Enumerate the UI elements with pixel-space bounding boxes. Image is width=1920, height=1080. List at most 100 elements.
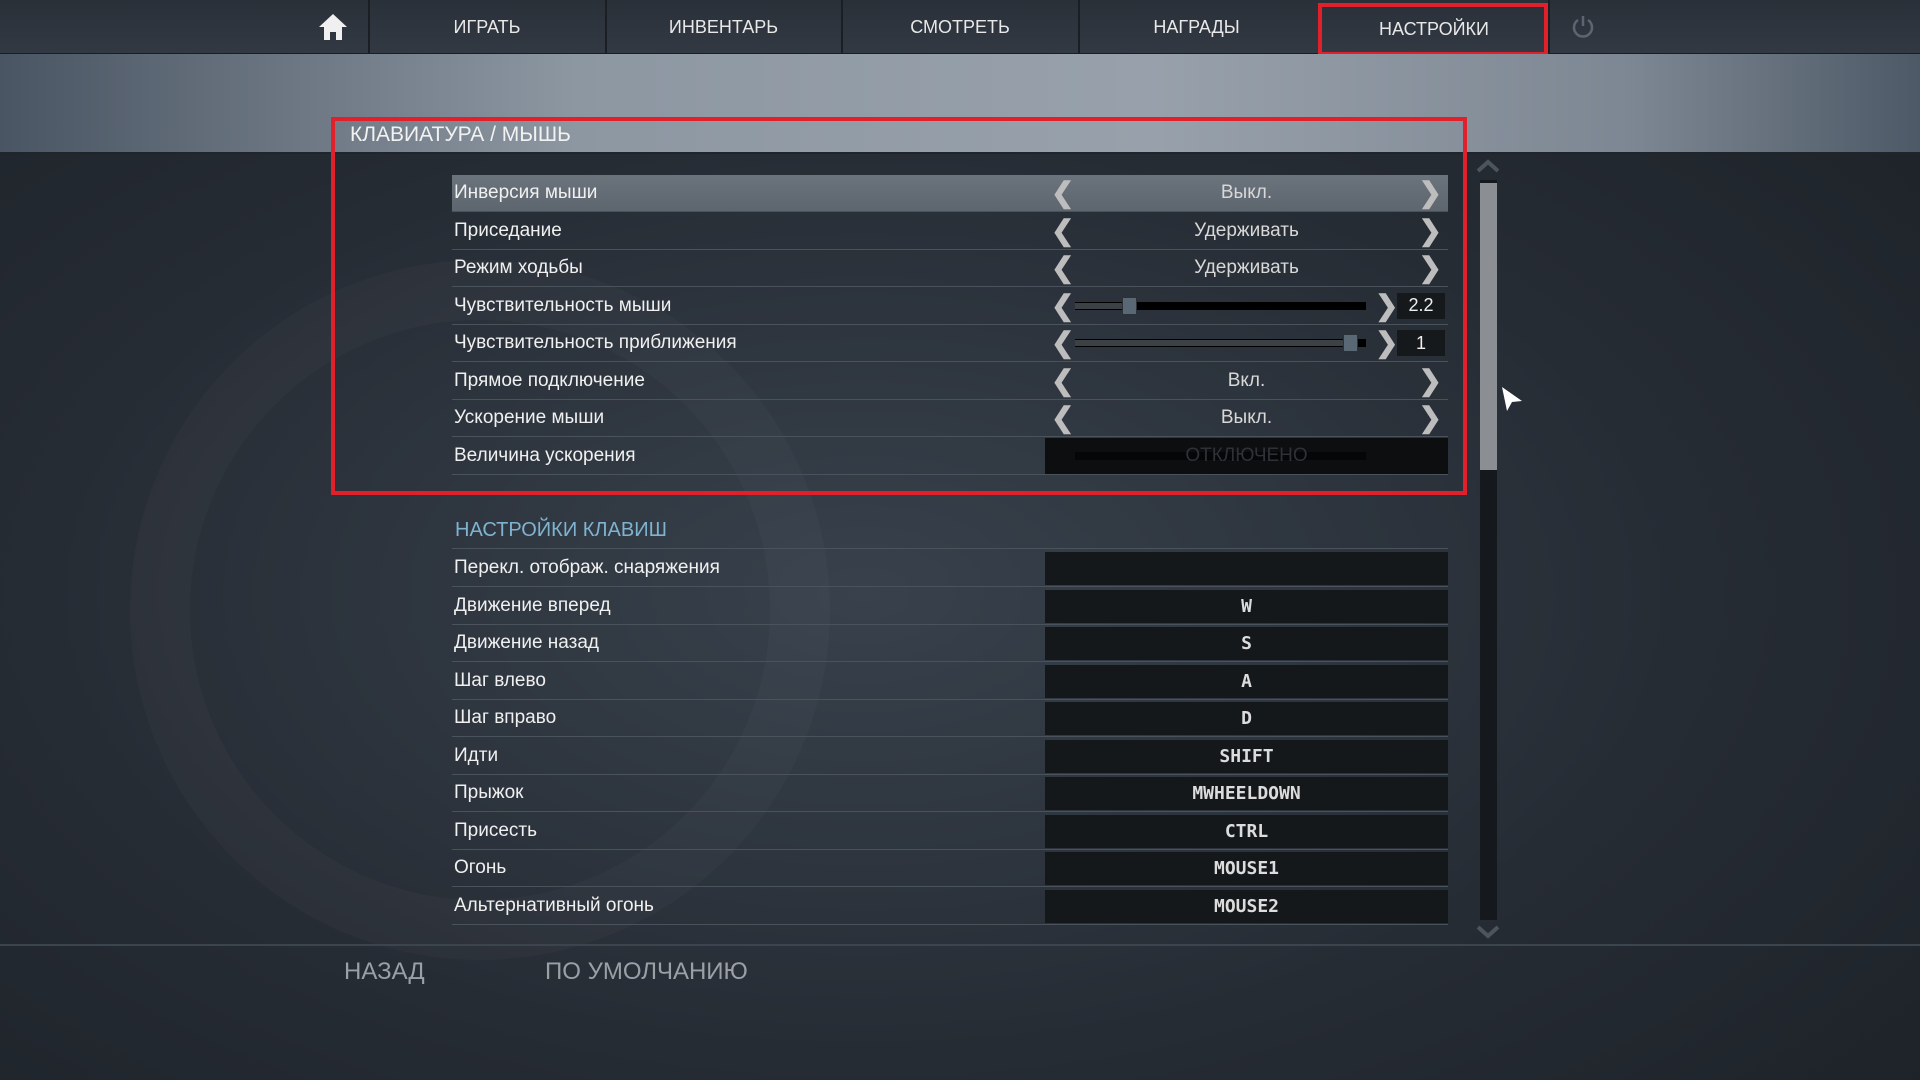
keybind-label: Огонь xyxy=(454,857,507,878)
chevron-left-icon[interactable]: ❮ xyxy=(1051,252,1075,283)
keybind-row[interactable]: Шаг вправо D xyxy=(452,700,1448,737)
setting-value-control[interactable]: ❮ Удерживать ❯ xyxy=(1045,213,1448,249)
slider-knob[interactable] xyxy=(1121,296,1137,315)
chevron-left-icon[interactable]: ❮ xyxy=(1051,402,1075,433)
setting-row[interactable]: Приседание ❮ Удерживать ❯ xyxy=(452,213,1448,250)
keybind-row[interactable]: Шаг влево A xyxy=(452,663,1448,700)
chevron-up-icon xyxy=(1476,159,1500,173)
setting-row[interactable]: Режим ходьбы ❮ Удерживать ❯ xyxy=(452,250,1448,287)
slider-track[interactable] xyxy=(1075,334,1366,352)
setting-row[interactable]: Ускорение мыши ❮ Выкл. ❯ xyxy=(452,400,1448,437)
keybind-row[interactable]: Перекл. отображ. снаряжения xyxy=(452,550,1448,587)
setting-value-control[interactable]: ❮ Выкл. ❯ xyxy=(1045,400,1448,436)
setting-label: Чувствительность мыши xyxy=(454,294,672,316)
slider-fill xyxy=(1075,302,1125,309)
keybind-label: Шаг вправо xyxy=(454,707,557,728)
slider-value[interactable]: 1 xyxy=(1397,330,1445,356)
keybind-row[interactable]: Движение вперед W xyxy=(452,588,1448,625)
setting-value-control[interactable]: ОТКЛЮЧЕНО xyxy=(1045,437,1448,474)
tab-0[interactable]: ИГРАТЬ xyxy=(368,0,604,54)
tab-1[interactable]: ИНВЕНТАРЬ xyxy=(604,0,841,54)
setting-value-control[interactable]: ❮ Удерживать ❯ xyxy=(1045,250,1448,286)
section-title-keyboard-mouse: КЛАВИАТУРА / МЫШЬ xyxy=(350,123,571,146)
chevron-right-icon[interactable]: ❯ xyxy=(1375,289,1399,321)
keybind-value[interactable]: CTRL xyxy=(1045,814,1448,848)
slider-track[interactable] xyxy=(1075,296,1366,315)
scrollbar[interactable] xyxy=(1480,180,1497,920)
keybind-value[interactable]: SHIFT xyxy=(1045,739,1448,773)
chevron-left-icon[interactable]: ❮ xyxy=(1051,214,1075,246)
setting-label: Величина ускорения xyxy=(454,444,636,466)
keybind-value[interactable]: MWHEELDOWN xyxy=(1045,777,1448,810)
chevron-left-icon[interactable]: ❮ xyxy=(1051,177,1075,208)
scroll-down-button[interactable] xyxy=(1475,924,1501,940)
keybind-value[interactable]: A xyxy=(1045,664,1448,698)
scroll-up-button[interactable] xyxy=(1475,158,1501,174)
setting-value-control[interactable]: ❮ Вкл. ❯ xyxy=(1045,363,1448,399)
tab-separator xyxy=(1548,0,1550,54)
highlight-box-section xyxy=(331,117,1467,495)
keybind-label: Шаг влево xyxy=(454,669,546,691)
slider-fill xyxy=(1075,340,1358,346)
setting-label: Ускорение мыши xyxy=(454,407,605,428)
keybind-value[interactable]: MOUSE2 xyxy=(1045,889,1448,923)
chevron-left-icon[interactable]: ❮ xyxy=(1051,327,1075,358)
setting-value-control[interactable]: ❮ ❯ 1 xyxy=(1045,325,1448,361)
keybind-row[interactable]: Альтернативный огонь MOUSE2 xyxy=(452,888,1448,925)
chevron-right-icon[interactable]: ❯ xyxy=(1418,177,1442,208)
slider-track-disabled xyxy=(1075,451,1366,460)
divider xyxy=(452,548,1448,549)
home-icon xyxy=(319,14,347,40)
setting-row[interactable]: Величина ускорения ОТКЛЮЧЕНО xyxy=(452,437,1448,475)
keybind-label: Движение назад xyxy=(454,632,600,653)
keybind-value[interactable] xyxy=(1045,552,1448,585)
setting-label: Инверсия мыши xyxy=(454,182,598,203)
setting-row[interactable]: Прямое подключение ❮ Вкл. ❯ xyxy=(452,363,1448,400)
keybind-label: Присесть xyxy=(454,819,538,841)
chevron-left-icon[interactable]: ❮ xyxy=(1051,289,1075,321)
chevron-left-icon[interactable]: ❮ xyxy=(1051,364,1075,396)
option-value: Удерживать xyxy=(1194,219,1299,241)
keybind-row[interactable]: Прыжок MWHEELDOWN xyxy=(452,775,1448,812)
keybind-value[interactable]: D xyxy=(1045,702,1448,735)
back-button[interactable]: НАЗАД xyxy=(344,958,425,985)
keybind-label: Альтернативный огонь xyxy=(454,894,654,916)
restore-defaults-button[interactable]: ПО УМОЛЧАНИЮ xyxy=(545,958,748,985)
scrollbar-thumb[interactable] xyxy=(1480,183,1497,470)
footer-divider xyxy=(0,944,1920,946)
keybind-row[interactable]: Присесть CTRL xyxy=(452,813,1448,850)
setting-row[interactable]: Инверсия мыши ❮ Выкл. ❯ xyxy=(452,175,1448,212)
slider-value[interactable]: 2.2 xyxy=(1397,292,1445,319)
chevron-down-icon xyxy=(1476,925,1500,939)
keybind-row[interactable]: Идти SHIFT xyxy=(452,738,1448,775)
keybind-row[interactable]: Движение назад S xyxy=(452,625,1448,662)
setting-label: Чувствительность приближения xyxy=(454,332,737,353)
setting-value-control[interactable]: ❮ ❯ 2.2 xyxy=(1045,288,1448,324)
keybind-value[interactable]: W xyxy=(1045,589,1448,623)
chevron-right-icon[interactable]: ❯ xyxy=(1418,402,1442,433)
setting-value-control[interactable]: ❮ Выкл. ❯ xyxy=(1045,175,1448,211)
keybind-row[interactable]: Огонь MOUSE1 xyxy=(452,850,1448,887)
power-button[interactable] xyxy=(1570,14,1596,40)
keybind-value[interactable]: S xyxy=(1045,627,1448,660)
chevron-right-icon[interactable]: ❯ xyxy=(1375,327,1399,358)
tab-3[interactable]: НАГРАДЫ xyxy=(1077,0,1314,54)
chevron-right-icon[interactable]: ❯ xyxy=(1418,364,1442,396)
setting-label: Режим ходьбы xyxy=(454,257,583,278)
setting-row[interactable]: Чувствительность приближения ❮ ❯ 1 xyxy=(452,325,1448,362)
keybind-value[interactable]: MOUSE1 xyxy=(1045,852,1448,885)
tab-4[interactable]: НАСТРОЙКИ xyxy=(1318,3,1548,56)
home-button[interactable] xyxy=(316,12,350,42)
setting-label: Прямое подключение xyxy=(454,369,645,391)
disabled-value: ОТКЛЮЧЕНО xyxy=(1185,444,1308,466)
chevron-right-icon[interactable]: ❯ xyxy=(1418,252,1442,283)
slider-knob[interactable] xyxy=(1342,334,1358,352)
header-band xyxy=(0,54,1920,154)
chevron-right-icon[interactable]: ❯ xyxy=(1418,214,1442,246)
setting-row[interactable]: Чувствительность мыши ❮ ❯ 2.2 xyxy=(452,288,1448,325)
keybind-label: Движение вперед xyxy=(454,594,611,616)
power-icon xyxy=(1572,16,1594,38)
option-value: Выкл. xyxy=(1220,182,1273,203)
keybind-label: Прыжок xyxy=(454,782,524,803)
tab-2[interactable]: СМОТРЕТЬ xyxy=(841,0,1077,54)
